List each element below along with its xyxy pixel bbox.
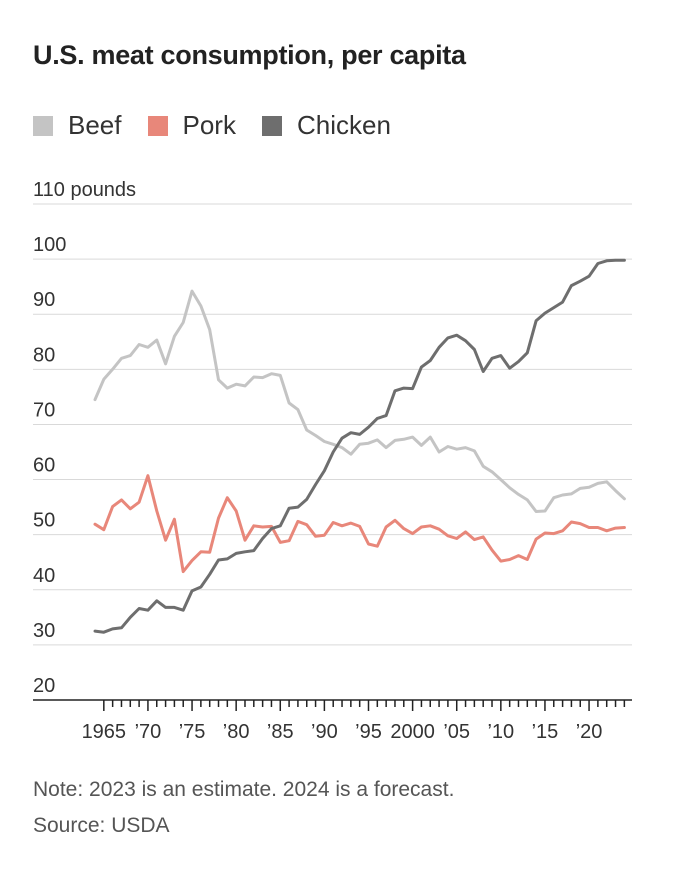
x-tick-label-2000: 2000 <box>390 721 435 743</box>
legend-item-chicken: Chicken <box>261 110 391 141</box>
legend-label-pork: Pork <box>182 110 236 140</box>
legend-item-pork: Pork <box>147 110 236 141</box>
legend-swatch-pork <box>147 115 168 136</box>
x-tick-label-1965: 1965 <box>82 721 127 743</box>
series-line-pork <box>93 474 626 574</box>
x-tick-label-1995: ’95 <box>355 721 382 743</box>
y-tick-label-70: 70 <box>33 399 55 421</box>
note-text: Note: 2023 is an estimate. 2024 is a for… <box>33 778 455 801</box>
chart-title: U.S. meat consumption, per capita <box>33 40 466 70</box>
x-tick-label-1990: ’90 <box>311 721 338 743</box>
legend-swatch-beef <box>33 115 53 136</box>
y-tick-label-30: 30 <box>33 620 55 642</box>
footnote: Note: 2023 is an estimate. 2024 is a for… <box>33 772 454 844</box>
y-tick-label-40: 40 <box>33 565 55 587</box>
x-tick-label-1985: ’85 <box>267 721 294 743</box>
x-axis: 1965 ’70 ’75 ’80 ’85 ’90 ’95 2000 ’05 ’10 ’15 ’20 <box>33 699 632 743</box>
x-tick-label-1975: ’75 <box>179 721 206 743</box>
series-line-chicken <box>93 258 626 634</box>
series-lines <box>93 258 626 634</box>
y-tick-label-60: 60 <box>33 455 55 477</box>
legend-swatch-chicken <box>261 115 282 136</box>
y-tick-label-90: 90 <box>33 289 55 311</box>
x-tick-label-2010: ’10 <box>487 721 514 743</box>
x-tick-label-2020: ’20 <box>576 721 603 743</box>
gridlines <box>33 203 632 646</box>
line-chart: 20 30 40 50 60 70 80 90 100 110 pounds 1965 ’70 ’75… <box>33 179 632 743</box>
legend-label-chicken: Chicken <box>296 110 391 140</box>
legend-label-beef: Beef <box>68 110 122 140</box>
x-tick-label-1980: ’80 <box>223 721 250 743</box>
y-tick-label-100: 100 <box>33 234 66 256</box>
y-tick-label-20: 20 <box>33 675 55 697</box>
y-tick-label-110: 110 pounds <box>33 179 136 201</box>
y-tick-label-80: 80 <box>33 344 55 366</box>
y-axis-labels: 20 30 40 50 60 70 80 90 100 110 pounds <box>33 179 136 697</box>
legend: Beef Pork Chicken <box>33 110 417 141</box>
source-text: Source: USDA <box>33 814 170 837</box>
x-tick-label-1970: ’70 <box>135 721 162 743</box>
y-tick-label-50: 50 <box>33 510 55 532</box>
x-tick-label-2015: ’15 <box>532 721 559 743</box>
x-tick-label-2005: ’05 <box>443 721 470 743</box>
legend-item-beef: Beef <box>33 110 122 141</box>
series-line-beef <box>93 289 626 513</box>
